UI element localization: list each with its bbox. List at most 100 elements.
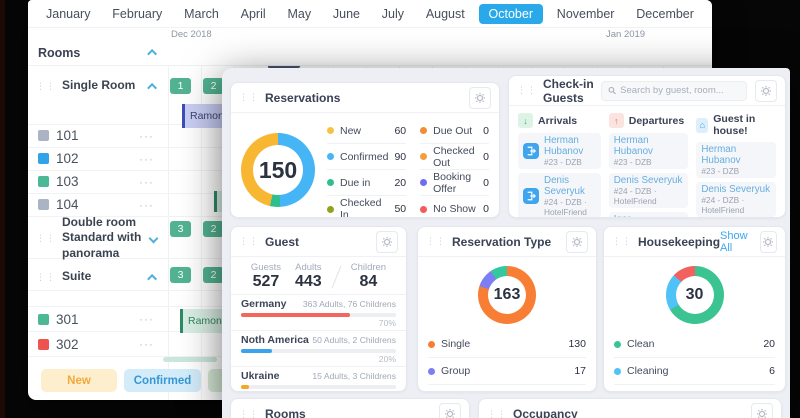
more-options-icon[interactable]: ··· — [139, 128, 154, 143]
room-status-swatch — [38, 176, 49, 187]
gear-icon — [445, 409, 455, 418]
room-number: 103 — [56, 174, 79, 189]
room-status-swatch — [38, 313, 49, 325]
progress-fill — [241, 349, 272, 353]
legend-dot — [420, 205, 428, 213]
search-input[interactable] — [620, 85, 740, 96]
month-group-dec-2018: Dec 2018 — [171, 29, 212, 40]
more-options-icon[interactable]: ··· — [139, 312, 154, 326]
card-title: Check-in Guests — [543, 76, 594, 105]
guest-row[interactable]: Denis Severyuk #24 - DZB · HotelFriend — [696, 182, 776, 217]
room-number: 101 — [56, 128, 79, 143]
month-february[interactable]: February — [112, 6, 163, 21]
month-november[interactable]: November — [556, 6, 615, 21]
room-row-104[interactable]: 104 ··· — [28, 193, 168, 216]
month-june[interactable]: June — [332, 6, 360, 21]
drag-handle-icon[interactable]: ⋮⋮ — [426, 236, 446, 246]
month-december[interactable]: December — [636, 6, 694, 21]
drag-handle-icon[interactable]: ⋮⋮ — [36, 232, 56, 243]
settings-button[interactable] — [755, 79, 777, 102]
drag-handle-icon[interactable]: ⋮⋮ — [239, 92, 259, 102]
progress-track — [241, 349, 396, 353]
chevron-up-icon[interactable] — [147, 48, 158, 59]
legend-item-confirmed: Confirmed 90 — [327, 144, 407, 170]
horizontal-scrollbar[interactable] — [163, 357, 217, 362]
room-number: 301 — [56, 311, 79, 327]
month-august[interactable]: August — [425, 6, 465, 21]
availability-badge[interactable]: 2 — [203, 267, 224, 283]
legend-dot — [428, 340, 435, 348]
guest-row[interactable]: Denis Severyuk #24 - DZB · HotelFriend — [518, 173, 601, 217]
filter-confirmed-button[interactable]: Confirmed — [124, 369, 201, 392]
drag-handle-icon[interactable]: ⋮⋮ — [36, 80, 56, 91]
more-options-icon[interactable]: ··· — [139, 197, 154, 212]
progress-fill — [241, 385, 249, 389]
guest-row[interactable]: Herman Hubanov #23 - DZB — [696, 142, 776, 178]
legend-dot — [614, 367, 621, 375]
month-january[interactable]: January — [46, 6, 91, 21]
settings-button[interactable] — [376, 230, 398, 253]
reservation-type-card: ⋮⋮ Reservation Type 163 Single 130 Group 1… — [417, 226, 597, 392]
availability-badge[interactable]: 2 — [203, 221, 224, 237]
card-title: Rooms — [265, 407, 306, 418]
checkin-action-icon[interactable] — [523, 143, 539, 159]
room-status-swatch — [38, 153, 49, 164]
availability-badge[interactable]: 3 — [170, 221, 191, 237]
departures-column: ↑ Departures Herman Hubanov #23 - DZB Den… — [608, 113, 689, 217]
more-options-icon[interactable]: ··· — [139, 337, 154, 351]
month-april[interactable]: April — [240, 6, 266, 21]
guest-row[interactable]: Herman Hubanov #23 - DZB — [608, 133, 689, 169]
legend-item-due-out: Due Out 0 — [420, 118, 489, 144]
legend-item-dirty: Dirty4 — [614, 385, 775, 391]
reservations-card: ⋮⋮ Reservations 150 New 60 Confirmed 90 Du… — [230, 82, 500, 218]
room-row-101[interactable]: 101 ··· — [28, 124, 168, 147]
room-status-swatch — [38, 199, 49, 210]
guest-row[interactable]: Denis Severyuk #24 - DZB · HotelFriend — [608, 173, 689, 208]
availability-badge[interactable]: 1 — [170, 78, 191, 94]
filter-new-button[interactable]: New — [41, 369, 117, 392]
legend-item-booking-offer: Booking Offer 0 — [420, 170, 489, 196]
housekeeping-card: ⋮⋮ Housekeeping Show All 30 Clean 20 Clea… — [603, 226, 786, 392]
month-october-selected[interactable]: October — [478, 3, 543, 24]
guest-row[interactable]: Herman Hubanov #23 - DZB — [518, 133, 601, 169]
drag-handle-icon[interactable]: ⋮⋮ — [239, 236, 259, 246]
checkin-action-icon[interactable] — [523, 188, 539, 204]
room-row-302[interactable]: 302 ··· — [28, 332, 168, 356]
rooms-card: ⋮⋮ Rooms — [230, 398, 470, 418]
room-row-102[interactable]: 102 ··· — [28, 147, 168, 170]
gear-icon — [475, 92, 485, 103]
reservations-body: 150 New 60 Confirmed 90 Due in 20 Checked I… — [231, 113, 499, 217]
room-row-103[interactable]: 103 ··· — [28, 170, 168, 193]
drag-handle-icon[interactable]: ⋮⋮ — [517, 85, 537, 95]
drag-handle-icon[interactable]: ⋮⋮ — [487, 408, 507, 418]
month-may[interactable]: May — [287, 6, 312, 21]
guest-stats: Guests 527 Adults 443 Children 84 — [231, 257, 406, 294]
settings-button[interactable] — [439, 403, 461, 418]
availability-badge[interactable]: 3 — [170, 267, 191, 283]
settings-button[interactable] — [759, 230, 777, 253]
rooms-header-row: Rooms — [28, 40, 712, 66]
month-july[interactable]: July — [381, 6, 405, 21]
settings-button[interactable] — [751, 403, 773, 418]
show-all-link[interactable]: Show All — [720, 229, 748, 254]
drag-handle-icon[interactable]: ⋮⋮ — [612, 236, 632, 246]
group-row-single-room: ⋮⋮ Single Room — [28, 72, 168, 100]
rooms-header-label: Rooms — [38, 45, 81, 60]
room-row-301[interactable]: 301 ··· — [28, 307, 168, 331]
more-options-icon[interactable]: ··· — [139, 174, 154, 189]
guest-row[interactable]: Igor Hladchenko#25 - DZB — [608, 212, 689, 217]
arrivals-column: ↓ Arrivals Herman Hubanov #23 - DZB Denis… — [518, 113, 601, 217]
month-march[interactable]: March — [184, 6, 219, 21]
settings-button[interactable] — [566, 230, 588, 253]
guest-in-house-icon: ⌂ — [696, 117, 709, 133]
availability-badge[interactable]: 2 — [203, 78, 224, 94]
group-label: Single Room — [62, 78, 136, 93]
settings-button[interactable] — [469, 86, 491, 109]
checkin-card-header: ⋮⋮ Check-in Guests — [509, 76, 785, 106]
more-options-icon[interactable]: ··· — [139, 151, 154, 166]
checkin-guests-card: ⋮⋮ Check-in Guests ↓ Arrivals — [508, 75, 786, 218]
drag-handle-icon[interactable]: ⋮⋮ — [239, 408, 259, 418]
drag-handle-icon[interactable]: ⋮⋮ — [36, 271, 56, 282]
